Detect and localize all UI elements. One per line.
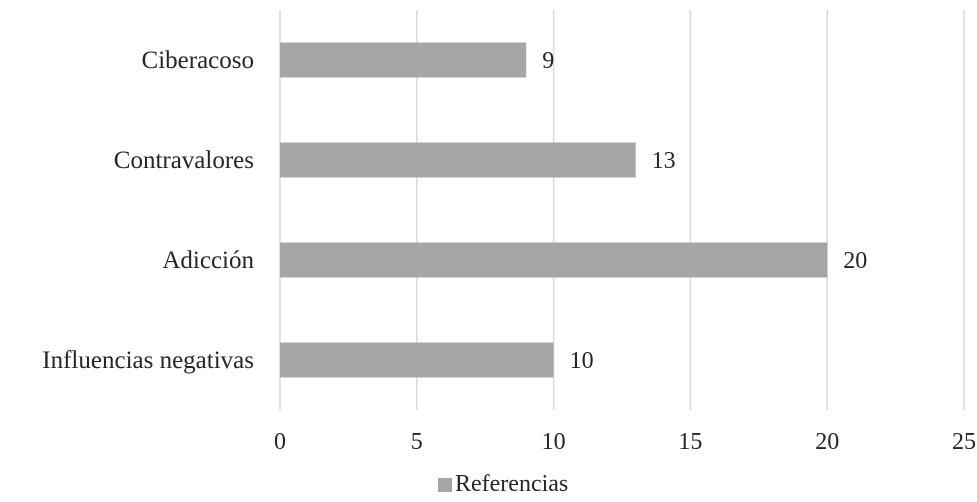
x-tick-label: 20 <box>815 429 839 455</box>
bar <box>280 142 636 178</box>
data-label: 20 <box>843 248 867 274</box>
data-label: 9 <box>542 48 554 74</box>
bar <box>280 342 554 378</box>
data-label: 13 <box>652 148 676 174</box>
bar <box>280 242 828 278</box>
x-tick-label: 10 <box>542 429 566 455</box>
category-label: Ciberacoso <box>142 47 254 74</box>
x-tick-label: 0 <box>274 429 286 455</box>
data-label: 10 <box>570 348 594 374</box>
bar <box>280 42 527 78</box>
x-tick-labels: 0 5 10 15 20 25 <box>274 429 976 455</box>
category-labels: Ciberacoso Contravalores Adicción Influenci… <box>42 47 254 374</box>
x-tick-label: 15 <box>678 429 702 455</box>
category-label: Adicción <box>162 247 254 274</box>
category-label: Contravalores <box>114 147 254 174</box>
data-labels: 9 13 20 10 <box>542 48 867 374</box>
legend-swatch <box>438 478 452 492</box>
x-tick-label: 5 <box>411 429 423 455</box>
category-label: Influencias negativas <box>42 347 254 374</box>
x-tick-label: 25 <box>952 429 976 455</box>
legend-label: Referencias <box>455 471 568 497</box>
legend: Referencias <box>438 471 568 497</box>
bars <box>280 42 828 378</box>
